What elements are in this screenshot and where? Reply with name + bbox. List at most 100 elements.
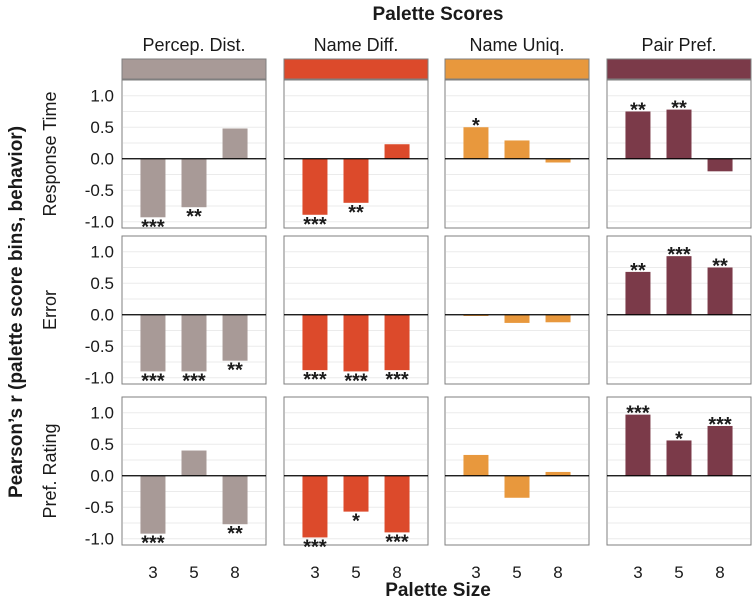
significance-label: ** bbox=[227, 360, 243, 382]
y-tick-label: 1.0 bbox=[90, 404, 114, 423]
row-label-2: Pref. Rating bbox=[40, 423, 60, 518]
y-tick-label: 0.0 bbox=[90, 306, 114, 325]
significance-label: *** bbox=[141, 370, 165, 392]
bar bbox=[666, 440, 692, 476]
bar bbox=[343, 475, 369, 512]
significance-label: *** bbox=[141, 216, 165, 238]
facet-label-1: Name Diff. bbox=[314, 35, 399, 55]
panel-r1-c3: ******* bbox=[606, 235, 752, 385]
significance-label: ** bbox=[712, 255, 728, 277]
panel-r1-c0: *** *** ** bbox=[121, 235, 267, 392]
significance-label: ** bbox=[227, 523, 243, 545]
facet-strip-0 bbox=[121, 58, 267, 80]
bar bbox=[504, 314, 530, 323]
bar bbox=[140, 475, 166, 534]
panel-background bbox=[444, 235, 590, 385]
bar bbox=[181, 450, 207, 476]
bar bbox=[222, 314, 248, 361]
panel-r2-c3: ******* bbox=[606, 396, 752, 546]
significance-label: *** bbox=[182, 370, 206, 392]
bar bbox=[222, 128, 248, 159]
bar bbox=[666, 256, 692, 315]
y-tick-label: -0.5 bbox=[85, 337, 114, 356]
bar bbox=[384, 475, 410, 533]
bar bbox=[666, 109, 692, 159]
significance-label: *** bbox=[708, 414, 732, 436]
significance-label: ** bbox=[671, 98, 687, 120]
significance-label: *** bbox=[385, 531, 409, 553]
x-tick-label: 3 bbox=[310, 563, 319, 582]
x-tick-label: 3 bbox=[471, 563, 480, 582]
bar bbox=[384, 144, 410, 159]
row-label-0: Response Time bbox=[40, 91, 60, 216]
y-tick-label: -1.0 bbox=[85, 369, 114, 388]
significance-label: *** bbox=[303, 369, 327, 391]
y-tick-label: 0.5 bbox=[90, 274, 114, 293]
panel-r2-c0: *** ** bbox=[121, 396, 267, 555]
x-tick-label: 5 bbox=[674, 563, 683, 582]
significance-label: ** bbox=[630, 99, 646, 121]
y-axis-label: Pearson’s r (palette score bins, behavio… bbox=[6, 126, 27, 498]
y-tick-label: 0.5 bbox=[90, 118, 114, 137]
significance-label: * bbox=[352, 511, 360, 533]
bar bbox=[545, 314, 571, 323]
significance-label: ** bbox=[630, 260, 646, 282]
x-tick-label: 8 bbox=[230, 563, 239, 582]
x-tick-label: 5 bbox=[189, 563, 198, 582]
panel-r2-c2 bbox=[444, 396, 590, 546]
bar bbox=[504, 140, 530, 159]
bar bbox=[181, 158, 207, 208]
facet-strip-2 bbox=[444, 58, 590, 80]
panel-r1-c1: *** *** *** bbox=[283, 235, 429, 392]
significance-label: ** bbox=[348, 202, 364, 224]
bar bbox=[222, 475, 248, 525]
bar bbox=[140, 314, 166, 372]
y-tick-label: -0.5 bbox=[85, 498, 114, 517]
panel-r0-c1: ***** bbox=[283, 79, 429, 236]
x-tick-label: 3 bbox=[633, 563, 642, 582]
bar bbox=[504, 475, 530, 498]
panels-grid: Percep. Dist. Name Diff. Name Uniq. Pair Pr… bbox=[40, 35, 752, 582]
bar bbox=[302, 158, 328, 215]
bar bbox=[181, 314, 207, 372]
significance-label: ** bbox=[186, 206, 202, 228]
significance-label: *** bbox=[141, 533, 165, 555]
facet-strip-3 bbox=[606, 58, 752, 80]
significance-label: *** bbox=[303, 536, 327, 558]
y-tick-label: -0.5 bbox=[85, 181, 114, 200]
bar bbox=[545, 158, 571, 163]
significance-label: *** bbox=[385, 369, 409, 391]
facet-label-0: Percep. Dist. bbox=[142, 35, 245, 55]
y-tick-label: 1.0 bbox=[90, 87, 114, 106]
bar bbox=[707, 158, 733, 172]
bar bbox=[707, 425, 733, 476]
panel-r1-c2 bbox=[444, 235, 590, 385]
bar bbox=[625, 111, 651, 159]
y-tick-label: -1.0 bbox=[85, 530, 114, 549]
facet-label-2: Name Uniq. bbox=[469, 35, 564, 55]
bar bbox=[302, 314, 328, 371]
bar bbox=[384, 314, 410, 371]
bar bbox=[302, 475, 328, 538]
significance-label: *** bbox=[344, 370, 368, 392]
x-tick-label: 3 bbox=[148, 563, 157, 582]
y-tick-label: -1.0 bbox=[85, 213, 114, 232]
panel-r0-c2: * bbox=[444, 79, 590, 229]
y-tick-label: 1.0 bbox=[90, 243, 114, 262]
chart-title: Palette Scores bbox=[373, 4, 504, 25]
bar bbox=[463, 454, 489, 476]
bar bbox=[140, 158, 166, 218]
significance-label: * bbox=[472, 115, 480, 137]
y-tick-label: 0.5 bbox=[90, 435, 114, 454]
x-tick-label: 5 bbox=[512, 563, 521, 582]
bar bbox=[463, 127, 489, 159]
x-axis-label: Palette Size bbox=[385, 580, 491, 600]
x-tick-label: 8 bbox=[553, 563, 562, 582]
facet-strip-1 bbox=[283, 58, 429, 80]
panel-r0-c3: ** ** bbox=[606, 79, 752, 229]
significance-label: *** bbox=[303, 214, 327, 236]
bar bbox=[707, 267, 733, 315]
panel-r0-c0: *** ** bbox=[121, 79, 267, 238]
x-tick-label: 8 bbox=[392, 563, 401, 582]
